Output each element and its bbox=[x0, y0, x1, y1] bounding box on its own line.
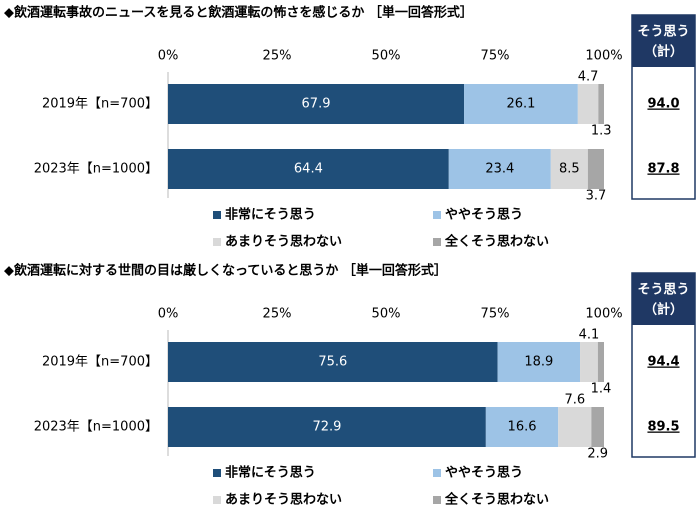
bar-segment bbox=[497, 342, 581, 382]
x-tick-label: 100% bbox=[585, 49, 622, 64]
value-label: 7.6 bbox=[564, 393, 585, 408]
x-tick-label: 75% bbox=[481, 307, 510, 322]
bar-segment bbox=[168, 407, 486, 447]
bar-segment bbox=[577, 84, 599, 124]
legend-label: ややそう思う bbox=[445, 466, 523, 481]
chart-title: ◆飲酒運転事故のニュースを見ると飲酒運転の怖さを感じるか ［単一回答形式］ bbox=[4, 5, 473, 21]
legend-label: 非常にそう思う bbox=[225, 207, 316, 223]
legend-swatch bbox=[213, 211, 221, 219]
value-label: 72.9 bbox=[312, 420, 341, 435]
legend-swatch bbox=[213, 238, 221, 246]
value-label: 67.9 bbox=[302, 97, 331, 112]
summary-value: 87.8 bbox=[647, 162, 679, 177]
summary-header-text: そう思う bbox=[637, 283, 689, 298]
bar-segment bbox=[587, 149, 604, 189]
value-label: 64.4 bbox=[294, 162, 323, 177]
legend-swatch bbox=[213, 496, 221, 504]
summary-header bbox=[632, 15, 695, 67]
bar-segment bbox=[168, 342, 498, 382]
bar-segment bbox=[168, 84, 465, 124]
value-label: 16.6 bbox=[508, 420, 537, 435]
x-tick-label: 25% bbox=[263, 49, 292, 64]
legend-swatch bbox=[433, 238, 441, 246]
bar-segment bbox=[448, 149, 551, 189]
value-label: 4.1 bbox=[579, 328, 600, 343]
legend-label: ややそう思う bbox=[445, 208, 523, 223]
x-tick-label: 25% bbox=[263, 307, 292, 322]
bar-segment bbox=[464, 84, 578, 124]
value-label: 3.7 bbox=[586, 189, 607, 204]
x-tick-label: 75% bbox=[481, 49, 510, 64]
bar-segment bbox=[558, 407, 592, 447]
summary-header-text: （計） bbox=[644, 44, 683, 60]
value-label: 1.3 bbox=[591, 124, 612, 139]
value-label: 8.5 bbox=[559, 162, 580, 177]
bar-segment bbox=[550, 149, 588, 189]
summary-value: 89.5 bbox=[647, 420, 679, 435]
bar-segment bbox=[598, 84, 604, 124]
legend-label: 非常にそう思う bbox=[225, 465, 316, 481]
bar-segment bbox=[168, 149, 449, 189]
value-label: 23.4 bbox=[485, 162, 514, 177]
legend-swatch bbox=[433, 469, 441, 477]
summary-value: 94.0 bbox=[647, 97, 679, 112]
value-label: 2.9 bbox=[587, 447, 608, 462]
bar-segment bbox=[591, 407, 604, 447]
y-tick-label: 2019年【n=700】 bbox=[42, 97, 158, 112]
summary-header bbox=[632, 273, 695, 325]
summary-header-text: そう思う bbox=[637, 25, 689, 40]
value-label: 18.9 bbox=[524, 355, 553, 370]
x-tick-label: 0% bbox=[158, 307, 179, 322]
y-tick-label: 2023年【n=1000】 bbox=[34, 420, 158, 435]
legend-swatch bbox=[213, 469, 221, 477]
chart-title: ◆飲酒運転に対する世間の目は厳しくなっていると思うか ［単一回答形式］ bbox=[4, 263, 447, 279]
value-label: 1.4 bbox=[591, 382, 612, 397]
x-tick-label: 100% bbox=[585, 307, 622, 322]
value-label: 75.6 bbox=[318, 355, 347, 370]
legend-label: あまりそう思わない bbox=[225, 493, 342, 508]
summary-value: 94.4 bbox=[647, 355, 679, 370]
x-tick-label: 50% bbox=[372, 49, 401, 64]
legend-swatch bbox=[433, 211, 441, 219]
legend-label: 全くそう思わない bbox=[444, 492, 549, 508]
summary-header-text: （計） bbox=[644, 302, 683, 318]
bar-segment bbox=[580, 342, 598, 382]
y-tick-label: 2019年【n=700】 bbox=[42, 355, 158, 370]
legend-label: あまりそう思わない bbox=[225, 235, 342, 250]
bar-segment bbox=[597, 342, 604, 382]
legend-label: 全くそう思わない bbox=[444, 234, 549, 250]
x-tick-label: 50% bbox=[372, 307, 401, 322]
value-label: 4.7 bbox=[578, 70, 599, 85]
value-label: 26.1 bbox=[506, 97, 535, 112]
bar-segment bbox=[485, 407, 559, 447]
legend-swatch bbox=[433, 496, 441, 504]
y-tick-label: 2023年【n=1000】 bbox=[34, 162, 158, 177]
x-tick-label: 0% bbox=[158, 49, 179, 64]
